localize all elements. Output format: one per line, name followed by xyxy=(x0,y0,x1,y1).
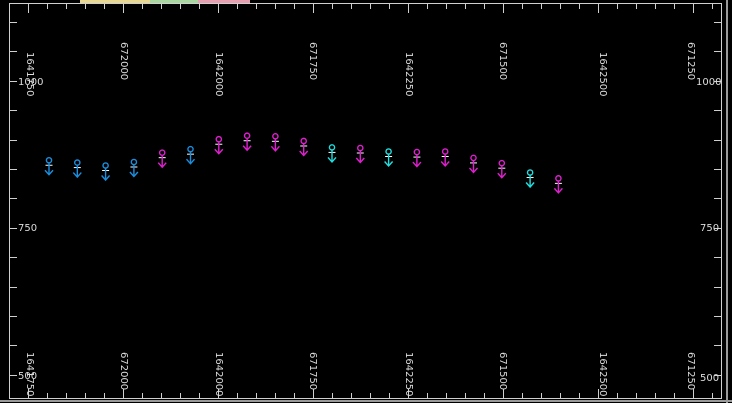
y-tick-label-left: 500 xyxy=(18,371,37,382)
data-point xyxy=(185,145,196,165)
point-circle xyxy=(328,144,336,151)
point-circle xyxy=(441,148,449,155)
point-arrowhead xyxy=(440,161,450,168)
data-point xyxy=(157,149,167,169)
point-circle xyxy=(526,169,534,176)
top-tick-label: 1642250 xyxy=(403,52,414,97)
point-arrowhead xyxy=(384,161,394,168)
data-points xyxy=(44,132,563,194)
point-circle xyxy=(356,144,364,152)
point-arrowhead xyxy=(101,175,111,182)
point-arrowhead xyxy=(327,156,337,163)
point-arrowhead xyxy=(72,172,82,179)
point-circle xyxy=(45,156,53,164)
point-circle xyxy=(243,132,251,140)
bottom-tick-label: 1642000 xyxy=(213,352,224,397)
y-tick-label-left: 1000 xyxy=(18,77,43,88)
point-arrowhead xyxy=(214,148,224,155)
bottom-axis-labels: 1641750 672000 1642000 671750 1642250 67… xyxy=(24,352,696,397)
point-circle xyxy=(413,148,421,156)
point-circle xyxy=(385,148,392,155)
bottom-tick-label: 671500 xyxy=(497,352,508,390)
bottom-tick-label: 1642250 xyxy=(403,352,414,397)
data-point xyxy=(468,154,479,174)
point-arrowhead xyxy=(497,172,507,179)
point-circle xyxy=(300,137,308,145)
top-tick-label: 671750 xyxy=(307,42,318,80)
point-arrowhead xyxy=(44,169,54,176)
top-tick-label: 1641750 xyxy=(24,52,35,97)
top-tick-label: 1642000 xyxy=(213,52,224,97)
data-point xyxy=(44,156,54,176)
data-point xyxy=(412,148,422,168)
plot-border xyxy=(9,3,722,399)
point-arrowhead xyxy=(129,171,139,178)
data-point xyxy=(553,175,563,194)
data-point xyxy=(214,135,224,155)
y-tick-label-right: 1000 xyxy=(696,77,721,88)
tick-marks xyxy=(10,4,721,398)
point-circle xyxy=(74,159,81,166)
bottom-tick-label: 671250 xyxy=(685,352,696,390)
data-point xyxy=(497,159,507,179)
data-point xyxy=(440,148,450,168)
point-circle xyxy=(158,149,166,156)
top-strip-green xyxy=(150,0,198,4)
data-point xyxy=(355,144,365,164)
y-tick-label-right: 500 xyxy=(700,373,719,384)
point-circle xyxy=(215,135,223,143)
point-arrowhead xyxy=(242,145,252,152)
top-strip-yellow xyxy=(80,0,150,4)
data-point xyxy=(384,148,394,168)
point-arrowhead xyxy=(355,157,365,164)
data-point xyxy=(242,132,252,152)
data-point xyxy=(327,144,337,163)
point-circle xyxy=(102,162,109,169)
data-point xyxy=(129,158,139,178)
y-tick-label-right: 750 xyxy=(700,223,719,234)
data-point xyxy=(72,159,82,179)
top-tick-label: 671500 xyxy=(497,42,508,80)
point-circle xyxy=(498,159,506,167)
point-circle xyxy=(470,154,477,162)
bottom-tick-label: 1642500 xyxy=(597,352,608,397)
point-arrowhead xyxy=(412,161,422,168)
top-strip-pink xyxy=(198,0,250,4)
point-arrowhead xyxy=(185,158,196,165)
point-arrowhead xyxy=(157,162,167,169)
data-point xyxy=(299,137,309,157)
data-point xyxy=(525,169,535,189)
bottom-tick-label: 1641750 xyxy=(24,352,35,397)
data-point xyxy=(101,162,111,182)
top-tick-label: 672000 xyxy=(118,42,129,80)
point-arrowhead xyxy=(525,182,535,189)
bottom-tick-label: 672000 xyxy=(118,352,129,390)
top-tick-label: 671250 xyxy=(685,42,696,80)
point-arrowhead xyxy=(299,150,309,157)
point-circle xyxy=(130,158,138,166)
data-point xyxy=(270,133,280,152)
point-arrowhead xyxy=(553,187,563,194)
point-circle xyxy=(187,145,194,153)
point-circle xyxy=(272,133,279,140)
bottom-tick-label: 671750 xyxy=(307,352,318,390)
top-axis-labels: 1641750 672000 1642000 671750 1642250 67… xyxy=(24,42,696,97)
top-tick-label: 1642500 xyxy=(597,52,608,97)
y-tick-label-left: 750 xyxy=(18,223,37,234)
point-circle xyxy=(555,175,562,182)
y-axis-labels: 1000 750 500 1000 750 500 xyxy=(18,77,721,384)
point-arrowhead xyxy=(270,145,280,152)
point-arrowhead xyxy=(468,167,479,174)
